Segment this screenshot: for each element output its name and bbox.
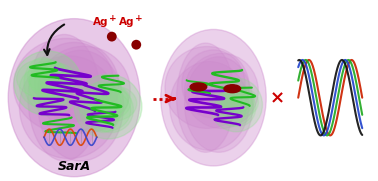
Ellipse shape — [222, 89, 256, 126]
Ellipse shape — [28, 61, 68, 93]
Ellipse shape — [17, 59, 71, 98]
Ellipse shape — [210, 78, 262, 132]
Ellipse shape — [19, 56, 118, 159]
Ellipse shape — [28, 34, 101, 161]
Ellipse shape — [8, 19, 140, 177]
Ellipse shape — [218, 83, 246, 126]
Ellipse shape — [222, 87, 259, 117]
Ellipse shape — [214, 90, 254, 126]
Ellipse shape — [88, 84, 129, 116]
Circle shape — [224, 85, 240, 93]
Ellipse shape — [77, 82, 131, 121]
Ellipse shape — [220, 86, 252, 113]
Ellipse shape — [29, 62, 77, 98]
Ellipse shape — [170, 62, 249, 150]
Ellipse shape — [38, 46, 130, 133]
Ellipse shape — [184, 57, 253, 152]
Ellipse shape — [182, 50, 245, 118]
Point — [133, 43, 139, 46]
Ellipse shape — [80, 90, 131, 132]
Ellipse shape — [89, 86, 137, 121]
Text: Ag: Ag — [119, 17, 135, 27]
Ellipse shape — [24, 57, 61, 109]
Ellipse shape — [161, 30, 266, 166]
Ellipse shape — [177, 43, 235, 152]
Circle shape — [190, 83, 207, 91]
Text: Ag: Ag — [93, 17, 108, 27]
Ellipse shape — [74, 74, 142, 139]
Ellipse shape — [14, 51, 82, 116]
Ellipse shape — [165, 47, 249, 128]
Text: ×: × — [270, 90, 285, 108]
Ellipse shape — [184, 53, 258, 128]
Ellipse shape — [20, 66, 70, 108]
Text: +: + — [135, 14, 143, 23]
Ellipse shape — [14, 38, 119, 133]
Ellipse shape — [84, 81, 122, 132]
Text: +: + — [109, 14, 116, 23]
Text: SarA: SarA — [57, 160, 91, 173]
Ellipse shape — [89, 87, 133, 132]
Ellipse shape — [212, 85, 254, 117]
Ellipse shape — [38, 50, 124, 161]
Point — [109, 35, 115, 38]
Ellipse shape — [29, 64, 73, 109]
Ellipse shape — [35, 42, 114, 121]
